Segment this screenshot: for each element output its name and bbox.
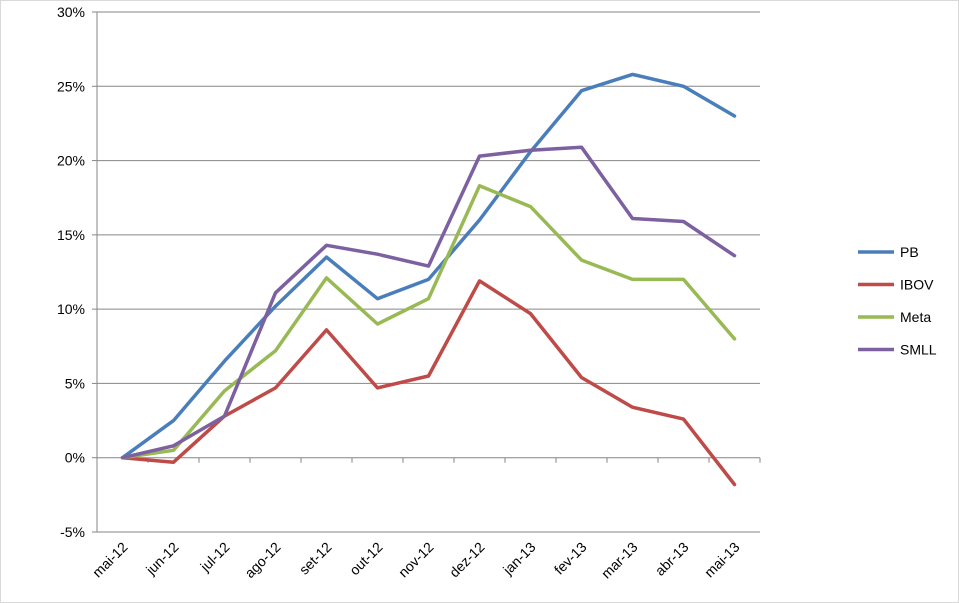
x-tick-label: mai-12 [89,539,131,581]
y-tick-label: 30% [57,4,85,20]
y-tick-label: -5% [60,524,85,540]
x-tick-label: fev-13 [551,539,590,578]
y-axis-tick-labels: 30% 25% 20% 15% 10% 5% 0% -5% [57,4,85,540]
y-tick-label: 20% [57,153,85,169]
legend-label-meta: Meta [900,309,931,325]
legend-label-pb: PB [900,244,919,260]
x-tick-label: mar-13 [598,539,641,582]
series-line-pb [120,72,737,460]
x-tick-label: jun-12 [142,539,182,579]
x-tick-label: mai-13 [701,539,743,581]
x-tick-label: jul-12 [196,539,232,575]
series-line-meta [120,184,737,460]
x-tick-label: abr-13 [652,539,692,579]
x-axis-tick-labels: mai-12 jun-12 jul-12 ago-12 set-12 out-12 nov-… [89,539,743,582]
series-line-smll [120,145,737,460]
legend: PB IBOV Meta SMLL [858,244,937,358]
y-tick-label: 25% [57,78,85,94]
legend-label-ibov: IBOV [900,277,934,293]
x-tick-label: set-12 [296,539,335,578]
x-tick-label: out-12 [346,539,386,579]
x-tick-label: dez-12 [446,539,488,581]
axes [92,11,761,533]
gridlines [97,11,760,533]
y-tick-label: 0% [65,450,85,466]
x-tick-label: nov-12 [395,539,437,581]
x-tick-label: ago-12 [241,539,283,581]
series-line-ibov [120,279,737,487]
y-tick-label: 5% [65,375,85,391]
legend-label-smll: SMLL [900,342,937,358]
series-lines [120,72,737,487]
y-tick-label: 10% [57,301,85,317]
y-tick-label: 15% [57,227,85,243]
x-tick-label: jan-13 [499,539,539,579]
